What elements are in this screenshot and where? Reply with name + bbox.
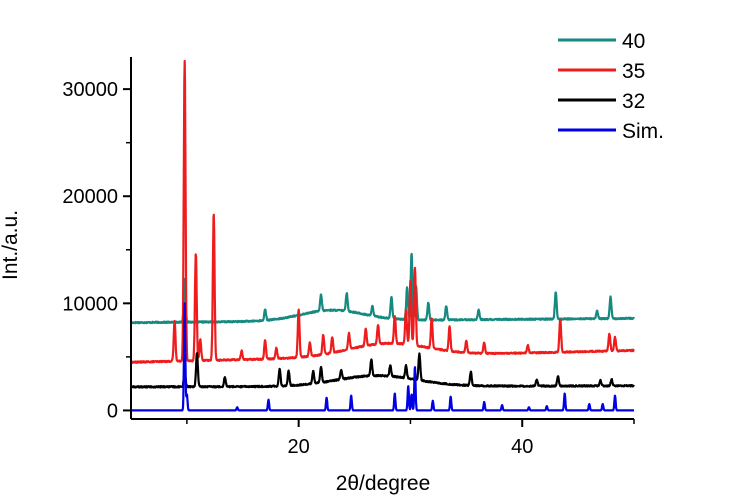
ticks-layer: 20 40 0 10000 20000 30000 [62, 79, 635, 458]
x-tick-label-40: 40 [511, 436, 533, 458]
legend-label-3: Sim. [622, 120, 664, 143]
legend-label-1: 35 [622, 60, 645, 83]
axes-layer [130, 57, 634, 420]
series-line-1 [129, 59, 635, 364]
x-tick-label-20: 20 [288, 436, 310, 458]
y-tick-label-0: 0 [107, 400, 118, 422]
legend: 40 35 32 Sim. [558, 30, 664, 143]
y-tick-label-10000: 10000 [62, 293, 118, 315]
series-line-2 [130, 352, 635, 389]
legend-label-2: 32 [622, 90, 645, 113]
series-line-3 [130, 302, 635, 412]
x-axis-title: 2θ/degree [336, 472, 431, 495]
series-layer [129, 59, 636, 412]
legend-label-0: 40 [622, 30, 645, 53]
y-axis-title: Int./a.u. [0, 210, 22, 280]
y-tick-label-30000: 30000 [62, 79, 118, 101]
y-tick-label-20000: 20000 [62, 186, 118, 208]
series-line-0 [129, 252, 636, 325]
